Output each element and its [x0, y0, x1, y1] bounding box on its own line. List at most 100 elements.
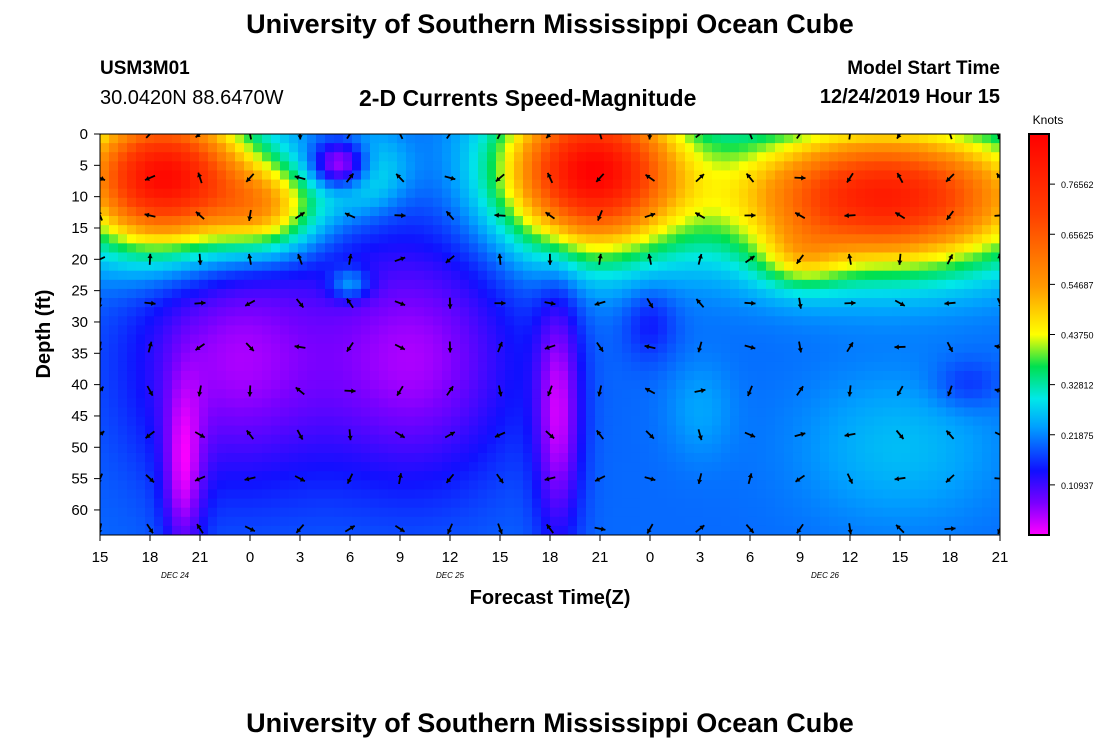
heat-cell [226, 425, 236, 436]
heat-cell [901, 134, 911, 144]
heat-cell [775, 343, 785, 354]
heat-cell [424, 216, 434, 226]
heat-cell [352, 252, 362, 263]
heat-cell [415, 480, 425, 491]
heat-cell [982, 361, 992, 372]
heat-cell [757, 489, 767, 500]
heat-cell [118, 325, 128, 336]
heat-cell [379, 307, 389, 317]
heat-cell [856, 462, 866, 472]
heat-cell [838, 389, 848, 399]
heat-cell [514, 243, 524, 254]
vector-head [796, 528, 802, 534]
heat-cell [388, 434, 398, 445]
heat-cell [199, 370, 209, 381]
heat-cell [496, 471, 506, 481]
heat-cell [199, 325, 209, 336]
heat-cell [478, 389, 488, 399]
heat-cell [919, 434, 929, 445]
heat-cell [793, 270, 803, 281]
heat-cell [631, 288, 641, 299]
heat-cell [811, 516, 821, 527]
heat-cell [964, 234, 974, 244]
heat-cell [190, 361, 200, 372]
heat-cell [244, 343, 254, 354]
heat-cell [946, 489, 956, 500]
heat-cell [730, 434, 740, 445]
heat-cell [928, 498, 938, 509]
heat-cell [901, 516, 911, 527]
heat-cell [100, 434, 110, 445]
heat-cell [289, 307, 299, 317]
heat-cell [721, 380, 731, 390]
heat-cell [568, 525, 578, 535]
heat-cell [793, 443, 803, 454]
heat-cell [406, 352, 416, 363]
heat-cell [586, 462, 596, 472]
heat-cell [694, 471, 704, 481]
heat-cell [514, 516, 524, 527]
heat-cell [649, 462, 659, 472]
heat-cell [442, 216, 452, 226]
heat-cell [541, 270, 551, 281]
heat-cell [217, 270, 227, 281]
heat-cell [289, 225, 299, 235]
heat-cell [361, 407, 371, 418]
heat-cell [757, 507, 767, 518]
vector-head [747, 129, 752, 134]
heat-cell [622, 407, 632, 418]
heat-cell [118, 407, 128, 418]
heat-cell [613, 252, 623, 263]
heat-cell [298, 498, 308, 509]
heat-cell [946, 425, 956, 436]
heat-cell [100, 507, 110, 518]
heat-cell [766, 516, 776, 527]
vector-head [649, 433, 654, 439]
heat-cell [595, 307, 605, 317]
heat-cell [253, 316, 263, 326]
heat-cell [577, 206, 587, 217]
heat-cell [568, 152, 578, 162]
heat-cell [505, 425, 515, 436]
heat-cell [613, 143, 623, 153]
heat-cell [487, 197, 497, 208]
heat-cell [352, 279, 362, 290]
heat-cell [262, 443, 272, 454]
heat-cell [109, 170, 119, 181]
heat-cell [523, 434, 533, 445]
heat-cell [613, 288, 623, 299]
heat-cell [343, 270, 353, 281]
heat-cell [235, 298, 245, 308]
heat-cell [352, 407, 362, 418]
heat-cell [298, 407, 308, 418]
heat-cell [397, 361, 407, 372]
heat-cell [208, 170, 218, 181]
heat-cell [487, 389, 497, 399]
heat-cell [289, 407, 299, 418]
heat-cell [217, 389, 227, 399]
heat-cell [262, 380, 272, 390]
heat-cell [334, 279, 344, 290]
heat-cell [982, 252, 992, 263]
heat-cell [262, 261, 272, 272]
heat-cell [406, 216, 416, 226]
heat-cell [280, 197, 290, 208]
heat-cell [703, 471, 713, 481]
vector-shaft [949, 134, 953, 140]
heat-cell [595, 161, 605, 172]
heat-cell [739, 179, 749, 190]
vector-head [948, 254, 953, 260]
heat-cell [802, 307, 812, 317]
heat-cell [181, 316, 191, 326]
heat-cell [199, 288, 209, 299]
heat-cell [172, 134, 182, 144]
heat-cell [541, 179, 551, 190]
heat-cell [712, 152, 722, 162]
heat-cell [307, 197, 317, 208]
heat-cell [298, 170, 308, 181]
heat-cell [802, 489, 812, 500]
heat-cell [406, 380, 416, 390]
heat-cell [685, 188, 695, 199]
heat-cell [415, 507, 425, 518]
heat-cell [316, 270, 326, 281]
